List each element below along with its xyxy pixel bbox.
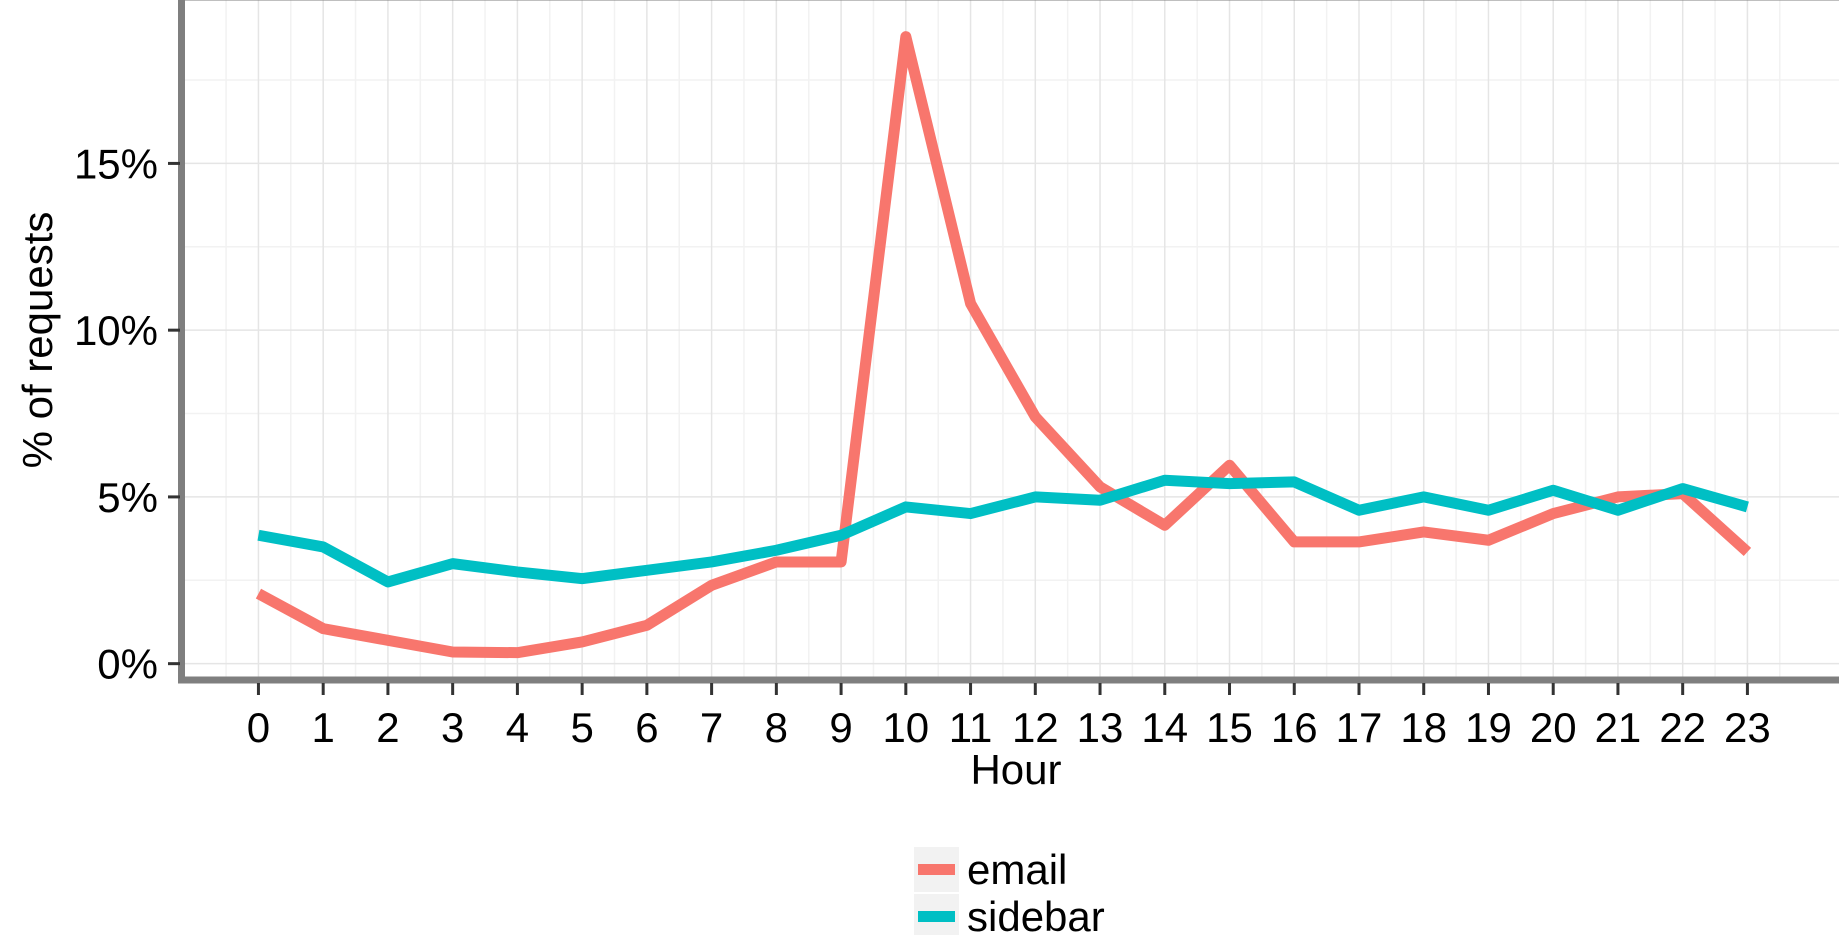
y-tick-label: 15% <box>74 140 158 187</box>
x-tick-label: 17 <box>1336 704 1383 751</box>
x-tick-label: 10 <box>882 704 929 751</box>
x-tick-label: 2 <box>376 704 399 751</box>
x-tick-label: 14 <box>1141 704 1188 751</box>
x-tick-label: 7 <box>700 704 723 751</box>
x-tick-label: 0 <box>247 704 270 751</box>
y-tick-label: 0% <box>97 641 158 688</box>
x-tick-label: 11 <box>949 704 993 751</box>
x-tick-label: 6 <box>635 704 658 751</box>
x-tick-label: 3 <box>441 704 464 751</box>
x-tick-label: 15 <box>1206 704 1253 751</box>
x-tick-label: 5 <box>570 704 593 751</box>
x-tick-label: 18 <box>1400 704 1447 751</box>
series-layer <box>255 31 1752 659</box>
x-tick-label: 23 <box>1724 704 1771 751</box>
legend-label-sidebar: sidebar <box>967 893 1105 935</box>
x-tick-label: 4 <box>506 704 529 751</box>
x-tick-label: 21 <box>1595 704 1642 751</box>
x-tick-label: 20 <box>1530 704 1577 751</box>
series-line-sidebar <box>257 474 1749 588</box>
y-tick-label: 10% <box>74 307 158 354</box>
plot-background <box>180 0 1839 680</box>
legend-label-email: email <box>967 846 1067 893</box>
x-tick-label: 12 <box>1012 704 1059 751</box>
x-tick-label: 1 <box>312 704 335 751</box>
x-tick-label: 16 <box>1271 704 1318 751</box>
x-tick-label: 19 <box>1465 704 1512 751</box>
x-tick-label: 22 <box>1659 704 1706 751</box>
x-axis: 0 1 2 3 4 5 6 7 8 9 10 11 12 13 14 15 16 17 18 19 20 21 22 23 <box>247 683 1771 751</box>
y-axis: 0% 5% 10% 15% <box>74 140 180 688</box>
x-tick-label: 8 <box>765 704 788 751</box>
y-tick-label: 5% <box>97 474 158 521</box>
x-tick-label: 9 <box>829 704 852 751</box>
plot-border <box>178 0 1839 684</box>
x-tick-label: 13 <box>1077 704 1124 751</box>
series-line-email <box>255 31 1752 659</box>
y-axis-title: % of requests <box>14 212 61 469</box>
x-axis-title: Hour <box>970 746 1061 793</box>
